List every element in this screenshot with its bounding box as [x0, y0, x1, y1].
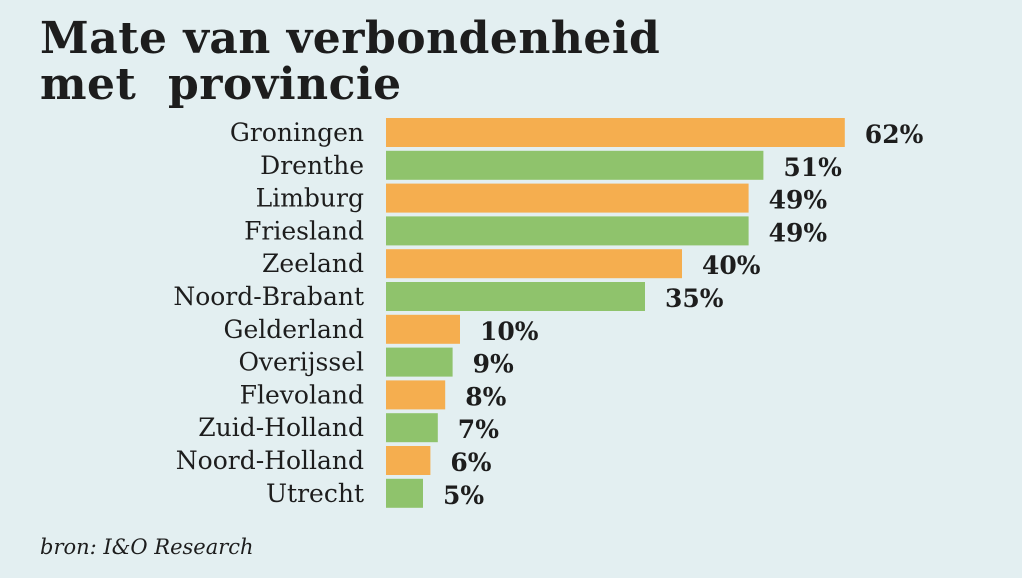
category-label-utrecht: Utrecht — [266, 479, 364, 508]
chart-title-line-1: Mate van verbondenheid — [40, 13, 661, 64]
category-label-flevoland: Flevoland — [240, 380, 364, 409]
value-label-groningen: 62% — [865, 120, 924, 149]
category-label-zeeland: Zeeland — [262, 249, 364, 278]
category-label-gelderland: Gelderland — [223, 315, 364, 344]
category-label-limburg: Limburg — [256, 184, 364, 213]
value-label-utrecht: 5% — [443, 481, 484, 510]
value-label-limburg: 49% — [769, 186, 828, 215]
chart-title: Mate van verbondenheid met provincie — [40, 16, 980, 108]
value-label-noord-brabant: 35% — [665, 284, 724, 313]
bar-zeeland — [386, 249, 682, 279]
category-label-noord-holland: Noord-Holland — [176, 446, 364, 475]
bar-friesland — [386, 216, 749, 246]
bar-noord-brabant — [386, 282, 645, 311]
bar-drenthe — [386, 150, 764, 180]
value-label-overijssel: 9% — [473, 350, 514, 379]
value-label-friesland: 49% — [769, 218, 828, 247]
bar-noord-holland — [386, 446, 431, 475]
bar-overijssel — [386, 347, 453, 377]
category-label-friesland: Friesland — [244, 216, 364, 245]
bar-limburg — [386, 183, 749, 213]
value-label-flevoland: 8% — [465, 382, 506, 411]
category-label-noord-brabant: Noord-Brabant — [173, 282, 364, 311]
chart-title-line-2: met provincie — [40, 59, 402, 110]
value-label-noord-holland: 6% — [450, 448, 491, 477]
bar-groningen — [386, 118, 845, 147]
value-label-zuid-holland: 7% — [458, 415, 499, 444]
category-label-drenthe: Drenthe — [260, 151, 364, 180]
bar-zuid-holland — [386, 413, 438, 443]
category-label-groningen: Groningen — [230, 118, 364, 147]
bar-gelderland — [386, 314, 460, 344]
category-label-zuid-holland: Zuid-Holland — [198, 413, 364, 442]
bar-utrecht — [386, 478, 423, 508]
category-label-overijssel: Overijssel — [238, 348, 364, 377]
value-label-zeeland: 40% — [702, 251, 761, 280]
value-label-gelderland: 10% — [480, 317, 539, 346]
value-label-drenthe: 51% — [783, 153, 842, 182]
source-note: bron: I&O Research — [40, 535, 254, 559]
bar-chart: Groningen 62% Drenthe 51% Limburg 49% Frieslan… — [173, 118, 924, 510]
bar-flevoland — [386, 380, 446, 410]
